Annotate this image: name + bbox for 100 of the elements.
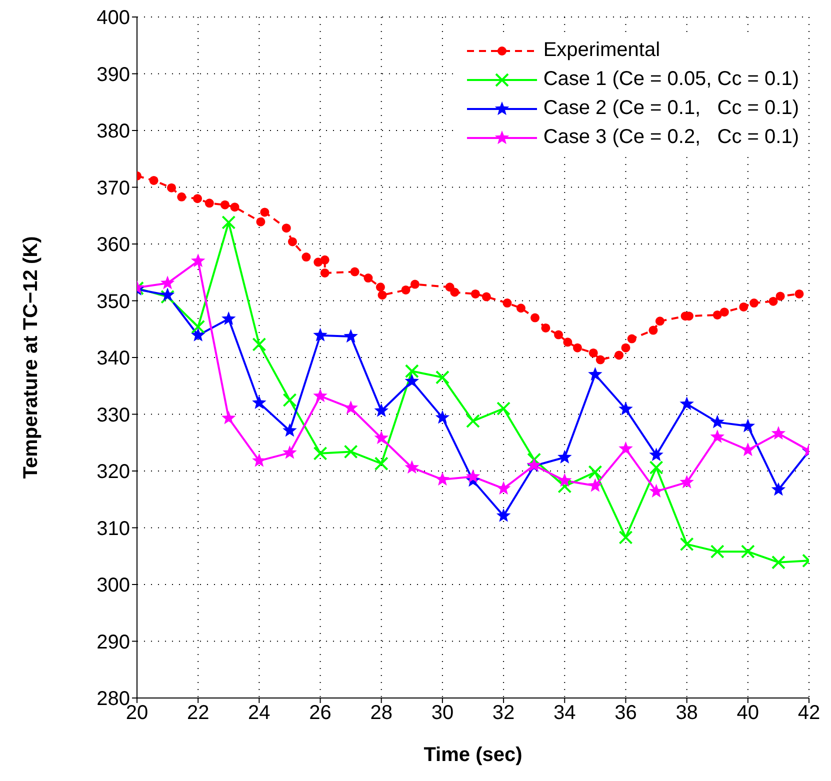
point xyxy=(771,482,786,496)
point xyxy=(374,403,388,417)
point xyxy=(222,311,236,325)
point xyxy=(282,393,297,408)
point xyxy=(364,274,373,283)
point xyxy=(750,298,759,308)
point xyxy=(588,367,602,381)
point xyxy=(527,452,542,467)
point xyxy=(220,200,230,210)
point xyxy=(160,290,175,304)
point xyxy=(768,296,778,306)
y-tick-label: 300 xyxy=(96,574,130,597)
x-tick-label: 36 xyxy=(614,702,637,724)
point xyxy=(282,423,297,437)
point xyxy=(404,460,420,474)
point xyxy=(516,304,526,313)
point xyxy=(655,316,664,326)
point xyxy=(740,442,756,456)
point xyxy=(192,194,202,204)
point xyxy=(558,450,572,464)
point xyxy=(563,338,572,347)
point xyxy=(740,544,755,559)
point xyxy=(190,328,206,342)
point xyxy=(614,350,624,360)
point xyxy=(282,224,291,233)
point xyxy=(618,402,633,416)
legend-label: Case 2 (Ce = 0.1, Cc = 0.1) xyxy=(543,97,799,120)
y-tick-label: 290 xyxy=(96,631,130,654)
point xyxy=(252,337,266,352)
point xyxy=(771,426,786,440)
point xyxy=(222,215,236,230)
point xyxy=(204,198,214,208)
y-tick-label: 350 xyxy=(96,290,130,313)
legend-label: Experimental xyxy=(543,39,660,62)
point xyxy=(466,414,480,428)
point xyxy=(252,395,266,409)
point xyxy=(649,460,664,475)
point xyxy=(404,374,420,388)
legend-label: Case 3 (Ce = 0.2, Cc = 0.1) xyxy=(543,126,799,149)
y-tick-label: 380 xyxy=(96,120,130,143)
point xyxy=(313,446,328,460)
x-tick-label: 28 xyxy=(370,702,392,724)
point xyxy=(649,448,664,462)
point xyxy=(450,288,460,297)
y-axis-title: Temperature at TC−12 (K) xyxy=(20,236,42,479)
point xyxy=(680,474,694,488)
point xyxy=(558,479,572,494)
point xyxy=(344,400,358,414)
x-tick-label: 30 xyxy=(431,702,454,724)
point xyxy=(596,355,605,364)
point xyxy=(496,508,511,522)
point xyxy=(680,396,694,410)
point xyxy=(410,280,420,289)
y-tick-label: 320 xyxy=(96,461,130,484)
point xyxy=(739,302,748,312)
point xyxy=(435,370,450,384)
point xyxy=(588,348,598,358)
point xyxy=(404,364,419,378)
legend-label: Case 1 (Ce = 0.05, Cc = 0.1) xyxy=(543,68,799,91)
point xyxy=(470,289,480,298)
point xyxy=(282,445,297,459)
point xyxy=(376,282,385,292)
point xyxy=(588,478,602,492)
point xyxy=(776,292,785,301)
point xyxy=(627,334,636,344)
point xyxy=(558,473,572,487)
x-tick-label: 38 xyxy=(676,702,698,724)
point xyxy=(720,308,729,317)
point xyxy=(313,388,328,402)
point xyxy=(618,530,633,544)
point xyxy=(710,544,724,559)
y-tick-label: 400 xyxy=(96,7,130,30)
point xyxy=(710,414,724,428)
point xyxy=(572,343,582,352)
point xyxy=(260,208,270,217)
point xyxy=(374,430,388,444)
point xyxy=(302,252,311,262)
y-tick-label: 310 xyxy=(96,518,130,540)
y-tick-label: 390 xyxy=(96,64,130,86)
point xyxy=(190,254,206,268)
point xyxy=(191,320,206,334)
x-axis-title: Time (sec) xyxy=(424,744,522,766)
point xyxy=(177,192,186,202)
point xyxy=(496,402,511,416)
point xyxy=(320,268,330,278)
point xyxy=(712,310,722,320)
point xyxy=(288,237,297,246)
point xyxy=(160,288,175,302)
point xyxy=(344,329,358,343)
point xyxy=(710,429,724,444)
point xyxy=(648,326,658,335)
point xyxy=(794,289,804,298)
point xyxy=(435,472,450,486)
x-tick-label: 32 xyxy=(492,702,515,724)
point xyxy=(222,410,236,424)
y-tick-label: 330 xyxy=(96,404,130,426)
y-tick-label: 340 xyxy=(96,348,130,370)
point xyxy=(530,313,540,322)
point xyxy=(320,255,330,264)
point xyxy=(496,481,511,495)
